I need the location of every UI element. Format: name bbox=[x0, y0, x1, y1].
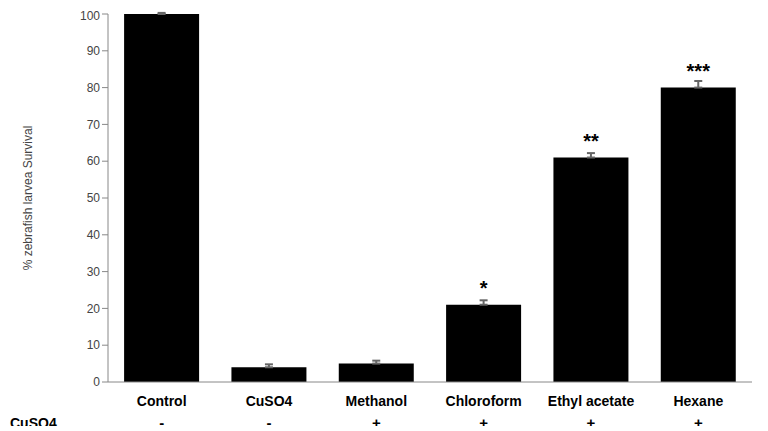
svg-text:CuSO4: CuSO4 bbox=[246, 393, 293, 409]
svg-text:+: + bbox=[587, 414, 596, 426]
svg-text:60: 60 bbox=[87, 154, 101, 168]
svg-text:***: *** bbox=[687, 60, 711, 82]
svg-text:50: 50 bbox=[87, 191, 101, 205]
svg-text:70: 70 bbox=[87, 118, 101, 132]
svg-text:-: - bbox=[159, 414, 164, 426]
svg-text:30: 30 bbox=[87, 265, 101, 279]
svg-text:Hexane: Hexane bbox=[673, 393, 723, 409]
svg-text:**: ** bbox=[583, 130, 599, 152]
svg-text:Control: Control bbox=[137, 393, 187, 409]
svg-text:Chloroform: Chloroform bbox=[446, 393, 522, 409]
svg-text:+: + bbox=[479, 414, 488, 426]
svg-text:Methanol: Methanol bbox=[346, 393, 407, 409]
svg-text:% zebrafish larvea Survival: % zebrafish larvea Survival bbox=[21, 126, 35, 271]
svg-text:10: 10 bbox=[87, 338, 101, 352]
svg-text:90: 90 bbox=[87, 44, 101, 58]
svg-text:20: 20 bbox=[87, 302, 101, 316]
svg-text:40: 40 bbox=[87, 228, 101, 242]
svg-text:80: 80 bbox=[87, 81, 101, 95]
svg-text:CuSO4: CuSO4 bbox=[10, 415, 57, 426]
svg-text:*: * bbox=[480, 277, 488, 299]
svg-text:+: + bbox=[372, 414, 381, 426]
svg-text:Ethyl acetate: Ethyl acetate bbox=[548, 393, 635, 409]
svg-text:100: 100 bbox=[80, 9, 100, 23]
svg-text:-: - bbox=[267, 414, 272, 426]
svg-text:+: + bbox=[694, 414, 703, 426]
svg-text:0: 0 bbox=[93, 375, 100, 389]
